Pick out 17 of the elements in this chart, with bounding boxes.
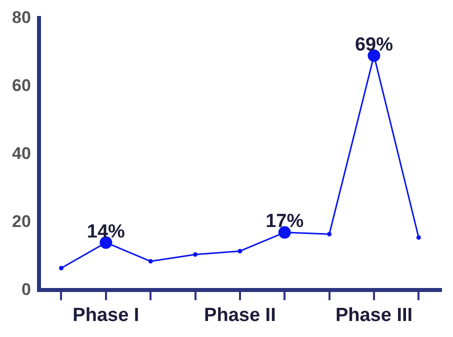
y-tick-label: 0 xyxy=(21,280,31,299)
x-tick-label: Phase III xyxy=(335,304,413,326)
point xyxy=(193,252,198,257)
point xyxy=(327,232,332,236)
point xyxy=(238,248,242,254)
data-label: 17% xyxy=(266,211,304,232)
x-tick-label: Phase II xyxy=(204,304,276,326)
point xyxy=(148,259,153,264)
point xyxy=(416,235,421,240)
data-label: 14% xyxy=(86,221,126,242)
y-tick-label: 60 xyxy=(12,76,31,95)
y-tick-label: 80 xyxy=(12,8,31,27)
x-tick-label: Phase I xyxy=(72,304,140,326)
y-tick-label: 40 xyxy=(12,144,31,163)
y-tick-label: 20 xyxy=(12,212,31,231)
point xyxy=(59,266,64,270)
data-label: 69% xyxy=(354,34,394,56)
